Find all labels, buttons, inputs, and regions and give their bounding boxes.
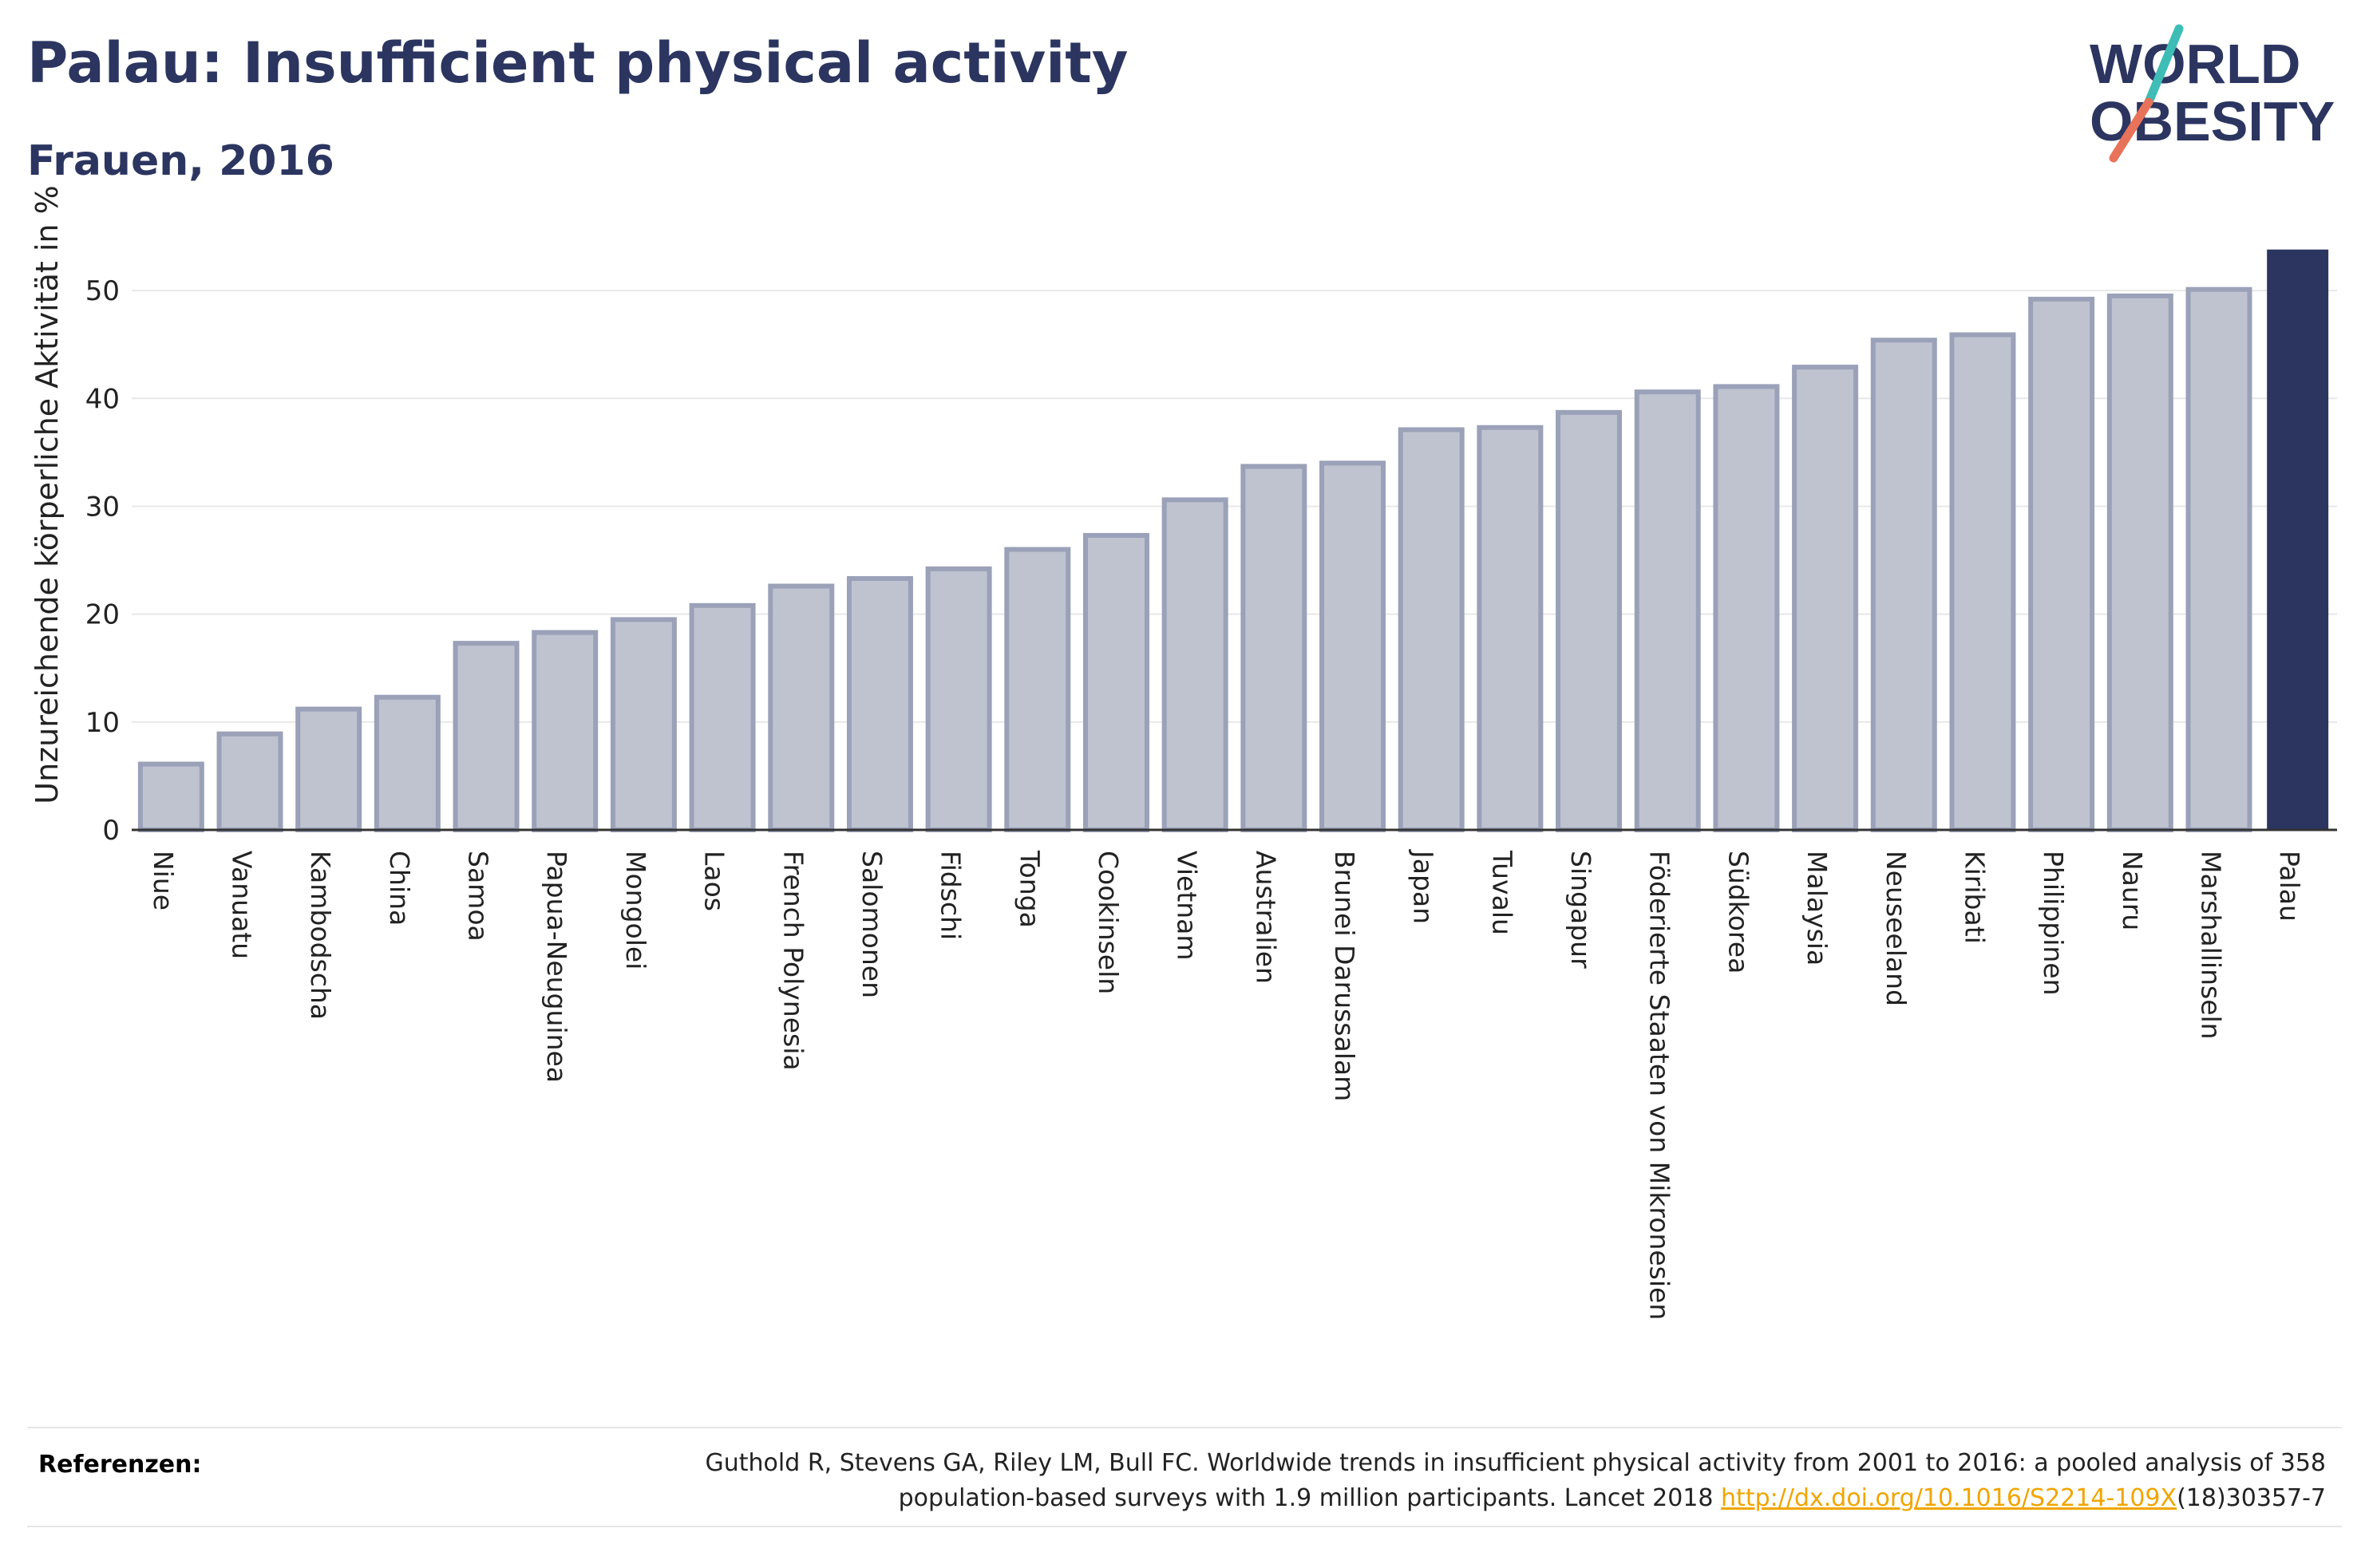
x-tick-label: Föderierte Staaten von Mikronesien [1644,851,1675,1320]
bar-brunei-darussalam [1319,460,1386,832]
bar-australien [1240,464,1307,832]
bar-vietnam [1161,497,1228,832]
bar-tuvalu [1477,425,1544,833]
reference-line-2: population-based surveys with 1.9 millio… [530,1481,2326,1516]
bar-vanuatu [216,731,283,832]
bar-laos [689,602,756,832]
references-top-rule [27,1427,2342,1428]
x-tick-label: Kiribati [1959,851,1990,944]
x-tick-label: Philippinen [2038,851,2069,996]
x-tick-label: Australien [1250,851,1281,984]
reference-line-2-pre: population-based surveys with 1.9 millio… [898,1484,1722,1512]
y-tick-label: 50 [85,275,120,307]
reference-doi-link[interactable]: http://dx.doi.org/10.1016/S2214-109X [1721,1484,2177,1512]
bar-malaysia [1792,365,1859,832]
x-tick-label: French Polynesia [777,851,809,1071]
world-obesity-logo: WORLD OBESITY [2090,24,2335,163]
x-tick-label: China [384,851,415,926]
bar-philippinen [2028,296,2095,832]
bars [137,249,2329,833]
x-tick-label: Vietnam [1172,851,1203,961]
bar-chart: 0 10 20 30 40 50 Niue Vanuatu Kambodscha China Sa… [30,185,2337,1320]
chart-subtitle: Frauen, 2016 [27,137,334,185]
y-tick-label: 0 [102,815,120,847]
x-tick-label: Fidschi [935,851,967,940]
bar-niue [137,761,204,833]
x-tick-label: Laos [699,851,730,911]
x-tick-label: Nauru [2117,851,2148,930]
logo-line2: OBESITY [2090,90,2335,152]
bar-cookinseln [1082,532,1149,832]
y-tick-label: 10 [85,707,120,739]
x-tick-label: Cookinseln [1093,851,1124,994]
chart-title: Palau: Insufficient physical activity [27,30,1129,96]
x-tick-label: Papua-Neuguinea [541,851,572,1083]
x-tick-label: Samoa [463,851,494,942]
x-tick-label: Tonga [1014,850,1045,928]
y-tick-labels: 0 10 20 30 40 50 [85,275,120,847]
y-axis-title: Unzureichende körperliche Aktivität in % [30,185,65,804]
y-tick-label: 20 [85,599,120,631]
x-tick-label: Marshallinseln [2195,851,2226,1040]
bar-samoa [453,641,520,833]
x-tick-label: Südkorea [1722,851,1754,974]
x-tick-labels: Niue Vanuatu Kambodscha China Samoa Papua-Neu… [148,849,2305,1320]
x-tick-label: Vanuatu [227,851,258,959]
bar-tonga [1004,547,1071,832]
bar-papua-neuguinea [532,630,599,832]
bar-kambodscha [295,706,362,832]
bar-palau [2267,249,2329,830]
bar-mongolei [610,617,677,833]
x-tick-label: Kambodscha [305,851,336,1020]
bar-föderierte-staaten-von-mikronesien [1634,389,1701,833]
bar-nauru [2106,293,2173,833]
logo-slash-bottom [2109,97,2153,163]
x-tick-label: Tuvalu [1486,850,1517,935]
logo-line1: WORLD [2090,33,2300,95]
reference-line-1: Guthold R, Stevens GA, Riley LM, Bull FC… [705,1449,2326,1477]
x-tick-label: Brunei Darussalam [1329,851,1360,1101]
reference-line-2-post: (18)30357-7 [2177,1484,2326,1512]
bar-china [374,694,441,832]
y-tick-label: 40 [85,383,120,415]
x-tick-label: Palau [2274,851,2305,922]
bar-japan [1398,427,1465,832]
y-tick-label: 30 [85,491,120,523]
bar-singapur [1556,409,1623,832]
x-tick-label: Salomonen [856,851,888,998]
x-tick-label: Singapur [1565,851,1596,969]
bar-südkorea [1713,384,1780,832]
references-text: Guthold R, Stevens GA, Riley LM, Bull FC… [530,1446,2326,1516]
logo-slash-top [2144,24,2184,107]
bar-neuseeland [1870,338,1937,832]
x-tick-label: Niue [148,851,179,910]
bar-salomonen [846,576,913,832]
bar-fidschi [925,566,992,833]
x-tick-label: Malaysia [1801,851,1833,966]
bar-french-polynesia [768,583,835,833]
bar-kiribati [1949,332,2016,832]
x-tick-label: Japan [1408,849,1439,924]
bar-marshallinseln [2185,286,2252,832]
references-bottom-rule [27,1526,2342,1527]
x-tick-label: Mongolei [620,851,651,970]
x-tick-label: Neuseeland [1880,851,1912,1006]
references-label: Referenzen: [38,1451,202,1479]
